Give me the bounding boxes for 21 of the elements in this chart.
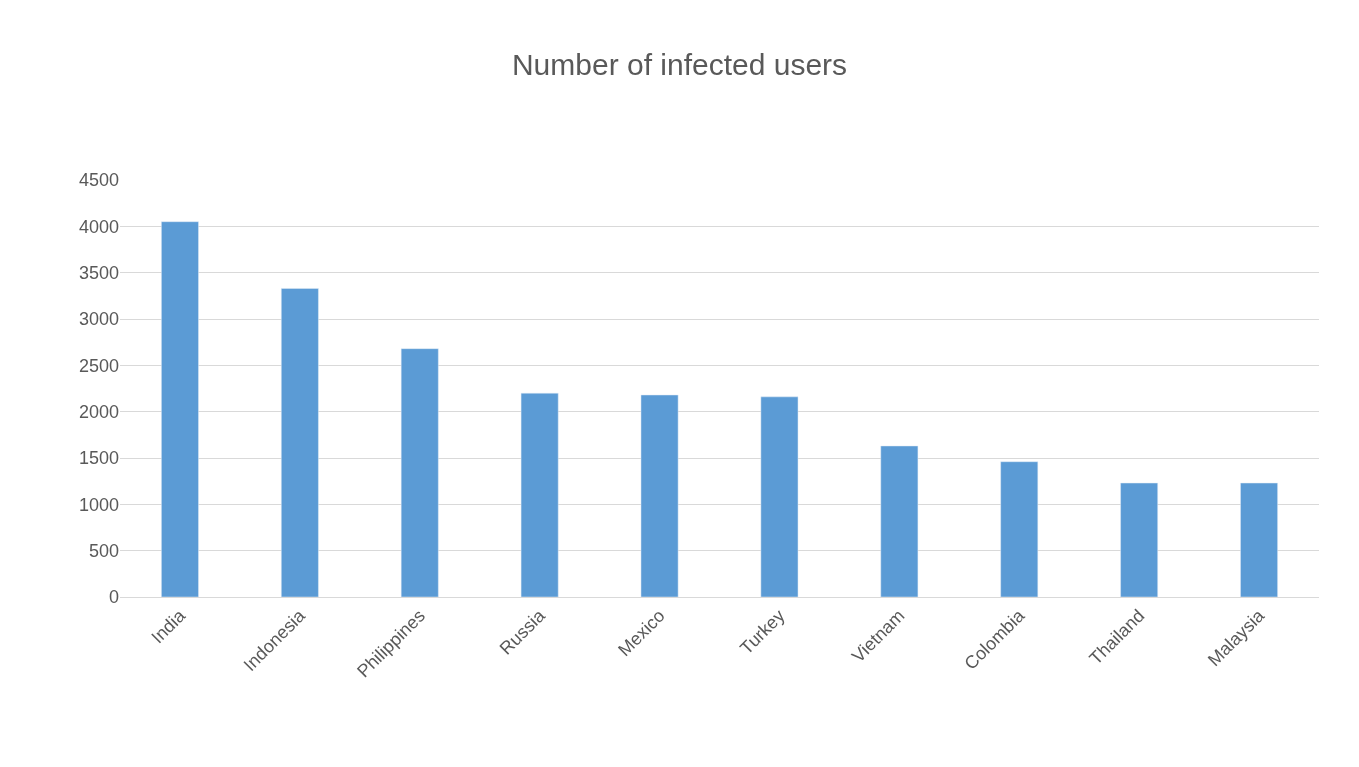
y-tick-label: 4500 — [78, 170, 119, 191]
bar — [1240, 482, 1278, 597]
bar — [760, 396, 799, 597]
y-tick-label: 0 — [108, 587, 119, 608]
bar — [1120, 482, 1158, 597]
y-tick-label: 1500 — [78, 448, 119, 469]
y-tick-label: 2000 — [78, 401, 119, 422]
y-tick-label: 1000 — [78, 494, 119, 515]
bar — [880, 445, 919, 597]
y-tick-label: 3500 — [78, 262, 119, 283]
y-tick-label: 4000 — [78, 216, 119, 237]
bar — [1000, 461, 1039, 597]
bar — [161, 221, 199, 597]
y-tick-label: 2500 — [78, 355, 119, 376]
bar — [281, 288, 319, 597]
chart-title: Number of infected users — [511, 47, 848, 81]
bar — [640, 394, 679, 597]
y-tick-label: 500 — [88, 540, 119, 561]
y-tick-label: 3000 — [78, 309, 119, 330]
bar — [520, 392, 559, 597]
bar — [400, 348, 439, 597]
